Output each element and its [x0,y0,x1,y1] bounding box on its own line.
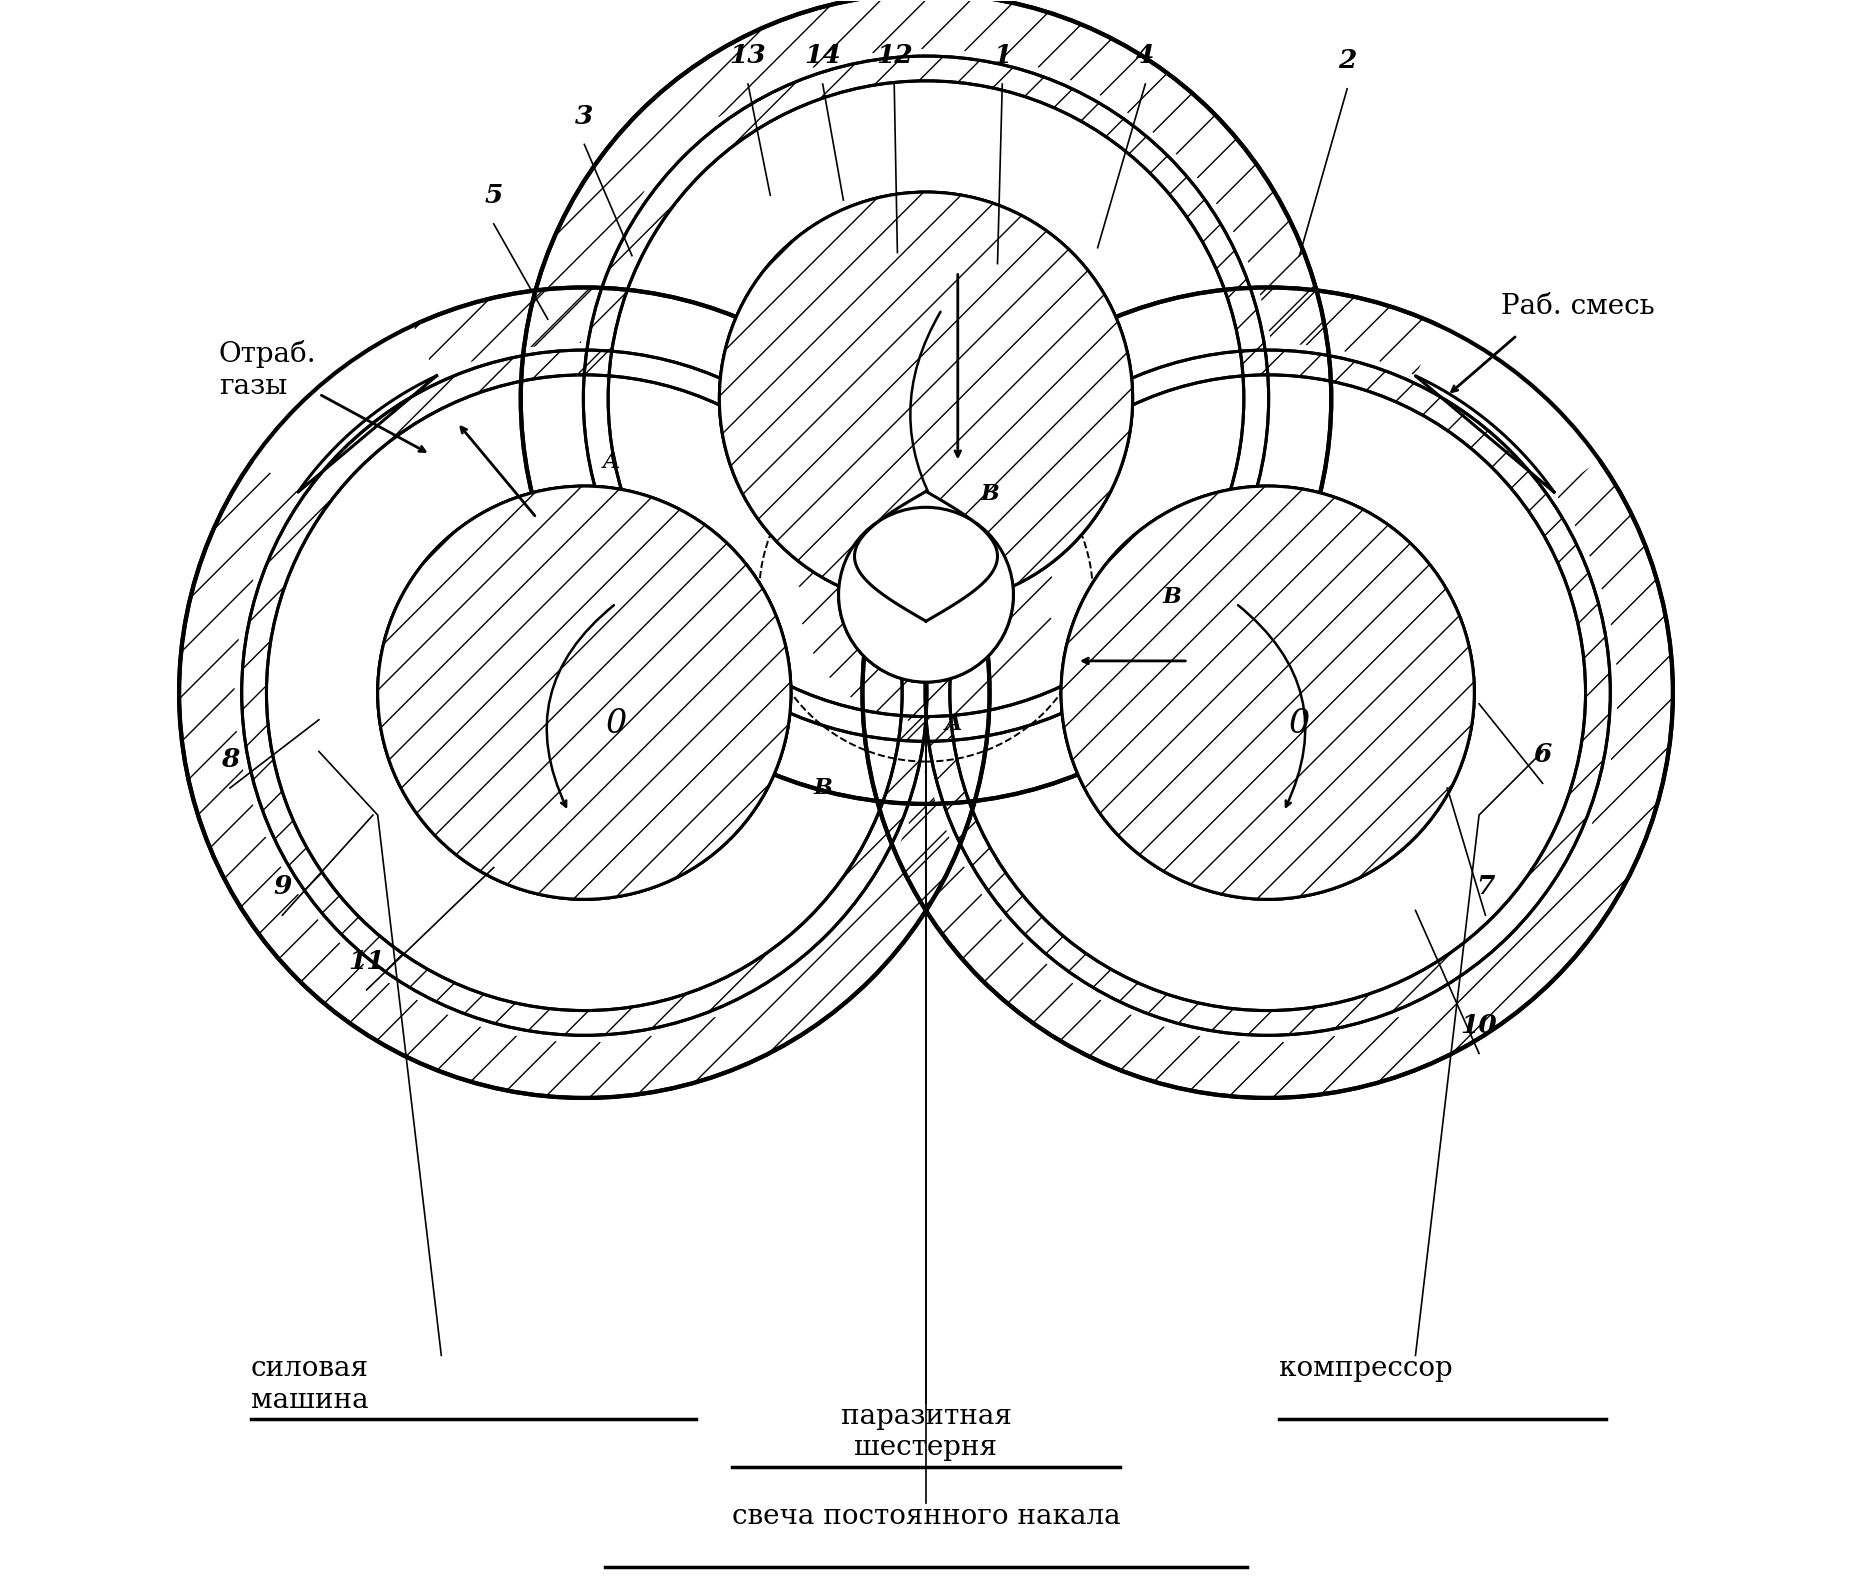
Circle shape [839,508,1013,681]
Polygon shape [854,492,998,621]
Circle shape [719,193,1133,605]
Circle shape [839,508,1013,681]
Circle shape [1061,486,1474,899]
Text: 2: 2 [1337,48,1356,73]
Circle shape [235,342,933,1043]
Text: 6: 6 [1533,742,1552,767]
Circle shape [378,486,791,899]
Text: 8: 8 [220,747,239,772]
Polygon shape [246,318,437,492]
Text: 1: 1 [993,43,1011,68]
Text: компрессор: компрессор [1280,1355,1452,1382]
Text: 10: 10 [1461,1013,1498,1038]
Text: 0: 0 [606,708,626,740]
Text: свеча постоянного накала: свеча постоянного накала [732,1503,1120,1530]
Text: 14: 14 [804,43,841,68]
Text: 11: 11 [348,949,385,974]
Text: 13: 13 [730,43,767,68]
Text: B: B [1163,586,1182,608]
Circle shape [378,486,791,899]
Text: 3: 3 [576,103,593,129]
Text: 0: 0 [1289,708,1309,740]
Circle shape [576,49,1276,748]
Circle shape [607,81,1245,716]
Text: B: B [813,777,832,799]
Polygon shape [854,492,998,621]
Text: 5: 5 [485,183,504,209]
Text: паразитная
шестерня: паразитная шестерня [841,1403,1011,1461]
Text: 12: 12 [876,43,913,68]
Text: x: x [945,559,954,573]
Text: A: A [907,618,926,640]
Text: 9: 9 [274,874,291,899]
Text: Раб. смесь: Раб. смесь [1502,293,1656,320]
Circle shape [950,374,1585,1011]
Circle shape [719,193,1133,605]
Text: 4: 4 [1135,43,1154,68]
Text: силовая
машина: силовая машина [250,1355,369,1414]
Text: B: B [980,482,998,505]
Polygon shape [1415,318,1606,492]
Text: +: + [926,578,943,597]
Circle shape [919,342,1617,1043]
Text: 7: 7 [1476,874,1495,899]
Text: Отраб.
газы: Отраб. газы [219,341,317,400]
Circle shape [267,374,902,1011]
Circle shape [1061,486,1474,899]
Text: A: A [945,713,961,736]
Text: A: A [602,451,620,473]
